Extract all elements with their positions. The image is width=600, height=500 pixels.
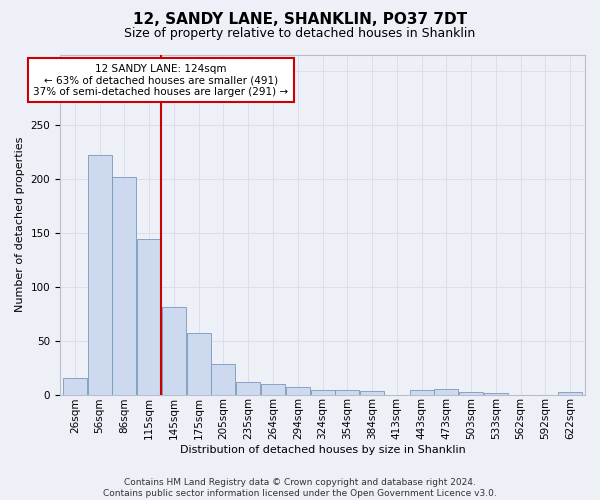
Bar	[335, 390, 359, 394]
Bar	[236, 382, 260, 394]
Bar	[88, 155, 112, 394]
Bar	[434, 389, 458, 394]
Bar	[211, 364, 235, 394]
Bar	[558, 392, 582, 394]
Text: Size of property relative to detached houses in Shanklin: Size of property relative to detached ho…	[124, 28, 476, 40]
Text: Contains HM Land Registry data © Crown copyright and database right 2024.
Contai: Contains HM Land Registry data © Crown c…	[103, 478, 497, 498]
Bar	[187, 333, 211, 394]
Bar	[459, 392, 483, 394]
Bar	[112, 177, 136, 394]
Text: 12, SANDY LANE, SHANKLIN, PO37 7DT: 12, SANDY LANE, SHANKLIN, PO37 7DT	[133, 12, 467, 28]
Bar	[360, 392, 384, 394]
Text: 12 SANDY LANE: 124sqm
← 63% of detached houses are smaller (491)
37% of semi-det: 12 SANDY LANE: 124sqm ← 63% of detached …	[34, 64, 289, 97]
Bar	[311, 390, 335, 394]
Bar	[261, 384, 285, 394]
Bar	[286, 387, 310, 394]
X-axis label: Distribution of detached houses by size in Shanklin: Distribution of detached houses by size …	[179, 445, 466, 455]
Bar	[63, 378, 87, 394]
Y-axis label: Number of detached properties: Number of detached properties	[15, 137, 25, 312]
Bar	[137, 240, 161, 394]
Bar	[410, 390, 434, 394]
Bar	[162, 307, 186, 394]
